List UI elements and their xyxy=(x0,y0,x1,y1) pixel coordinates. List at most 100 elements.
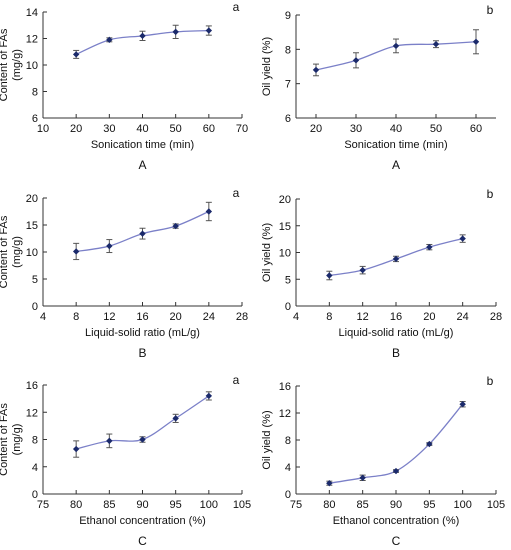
data-point xyxy=(352,57,360,64)
x-tick-label: 30 xyxy=(103,123,115,135)
y-tick-label: 6 xyxy=(285,113,291,125)
y-tick-label: 16 xyxy=(279,381,291,393)
y-tick-label: 12 xyxy=(279,408,291,420)
x-tick-label: 40 xyxy=(390,123,402,135)
y-tick-label: 14 xyxy=(26,7,38,19)
data-point xyxy=(312,66,320,74)
y-tick-label: 20 xyxy=(26,193,38,205)
data-point xyxy=(205,392,213,400)
y-tick-label: 4 xyxy=(32,462,38,474)
x-tick-label: 12 xyxy=(357,311,369,323)
x-tick-label: 50 xyxy=(170,123,182,135)
x-tick-label: 10 xyxy=(37,123,49,135)
x-tick-label: 20 xyxy=(423,311,435,323)
y-tick-label: 16 xyxy=(26,380,38,392)
y-tick-label: 20 xyxy=(279,194,291,206)
x-tick-label: 12 xyxy=(103,311,115,323)
panel-letter: b xyxy=(487,3,494,17)
y-axis-label: (mg/g) xyxy=(11,49,23,81)
data-point xyxy=(392,467,400,475)
y-tick-label: 8 xyxy=(285,435,291,447)
y-tick-label: 6 xyxy=(32,113,38,125)
y-tick-label: 9 xyxy=(285,10,291,22)
y-axis-label: (mg/g) xyxy=(11,424,23,456)
panel-caption: C xyxy=(138,534,147,548)
panel-letter: b xyxy=(487,374,494,388)
y-tick-label: 8 xyxy=(285,44,291,56)
data-point xyxy=(472,38,480,45)
data-point xyxy=(172,222,179,230)
data-point xyxy=(106,242,113,250)
x-tick-label: 20 xyxy=(170,311,182,323)
panel-letter: a xyxy=(233,0,240,14)
data-point xyxy=(432,40,440,48)
x-tick-label: 95 xyxy=(423,499,435,511)
data-point xyxy=(139,230,146,237)
x-axis-label: Ethanol concentration (%) xyxy=(79,515,206,527)
x-tick-label: 40 xyxy=(136,123,148,135)
data-point xyxy=(359,474,366,481)
x-tick-label: 28 xyxy=(236,311,248,323)
data-point xyxy=(392,255,400,263)
data-point xyxy=(426,243,433,251)
panel-caption: B xyxy=(392,346,400,360)
x-tick-label: 8 xyxy=(73,311,79,323)
x-tick-label: 30 xyxy=(350,123,362,135)
data-point xyxy=(72,248,80,255)
y-axis-label: Oil yield (%) xyxy=(261,223,273,282)
x-tick-label: 50 xyxy=(430,123,442,135)
x-tick-label: 80 xyxy=(70,499,82,511)
y-tick-label: 12 xyxy=(26,407,38,419)
y-tick-label: 12 xyxy=(26,34,38,46)
x-axis-label: Sonication time (min) xyxy=(344,139,447,151)
x-tick-label: 100 xyxy=(200,499,218,511)
x-tick-label: 85 xyxy=(357,499,369,511)
y-tick-label: 15 xyxy=(279,221,291,233)
data-point xyxy=(459,401,466,408)
panel-letter: a xyxy=(233,186,240,200)
data-point xyxy=(72,445,80,453)
y-tick-label: 0 xyxy=(285,301,291,313)
y-tick-label: 8 xyxy=(32,87,38,99)
x-tick-label: 85 xyxy=(103,499,115,511)
y-tick-label: 4 xyxy=(285,462,291,474)
x-tick-label: 70 xyxy=(236,123,248,135)
y-axis-label: Content of FAs xyxy=(0,28,10,101)
x-tick-label: 90 xyxy=(136,499,148,511)
x-tick-label: 105 xyxy=(233,499,251,511)
x-tick-label: 75 xyxy=(37,499,49,511)
x-tick-label: 4 xyxy=(293,311,299,323)
y-tick-label: 7 xyxy=(285,79,291,91)
x-axis-label: Liquid-solid ratio (mL/g) xyxy=(85,327,200,339)
x-tick-label: 20 xyxy=(310,123,322,135)
y-tick-label: 0 xyxy=(32,489,38,501)
data-point xyxy=(326,272,333,279)
y-tick-label: 8 xyxy=(32,435,38,447)
panel-caption: C xyxy=(392,534,401,548)
x-tick-label: 24 xyxy=(457,311,469,323)
y-axis-label: Content of FAs xyxy=(0,215,10,288)
data-point xyxy=(326,480,333,487)
x-tick-label: 80 xyxy=(323,499,335,511)
y-tick-label: 5 xyxy=(32,274,38,286)
panel-caption: A xyxy=(392,158,400,172)
x-axis-label: Liquid-solid ratio (mL/g) xyxy=(339,327,454,339)
data-point xyxy=(106,437,113,445)
x-tick-label: 28 xyxy=(490,311,502,323)
y-tick-label: 5 xyxy=(285,274,291,286)
data-point xyxy=(172,28,179,36)
data-point xyxy=(459,235,466,242)
data-point xyxy=(392,42,400,50)
x-axis-label: Sonication time (min) xyxy=(91,139,194,151)
x-tick-label: 90 xyxy=(390,499,402,511)
x-tick-label: 105 xyxy=(487,499,505,511)
x-tick-label: 60 xyxy=(470,123,482,135)
y-tick-label: 10 xyxy=(279,248,291,260)
data-point xyxy=(205,27,213,34)
y-tick-label: 0 xyxy=(285,489,291,501)
y-axis-label: Oil yield (%) xyxy=(261,410,273,469)
panel-letter: b xyxy=(487,187,494,201)
y-tick-label: 0 xyxy=(32,301,38,313)
y-tick-label: 10 xyxy=(26,247,38,259)
